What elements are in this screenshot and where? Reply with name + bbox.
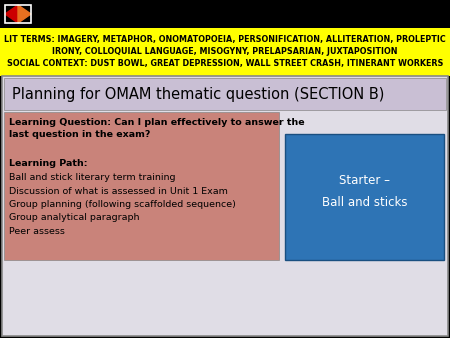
Text: Ball and sticks: Ball and sticks: [322, 195, 407, 209]
Text: Ball and stick literary term training: Ball and stick literary term training: [9, 173, 176, 182]
Text: Learning Question: Can I plan effectively to answer the: Learning Question: Can I plan effectivel…: [9, 118, 305, 127]
Text: Starter –: Starter –: [339, 174, 390, 188]
FancyBboxPatch shape: [285, 134, 444, 260]
Text: SOCIAL CONTEXT: DUST BOWL, GREAT DEPRESSION, WALL STREET CRASH, ITINERANT WORKER: SOCIAL CONTEXT: DUST BOWL, GREAT DEPRESS…: [7, 59, 443, 68]
Text: Planning for OMAM thematic question (SECTION B): Planning for OMAM thematic question (SEC…: [12, 87, 384, 101]
Text: Group analytical paragraph: Group analytical paragraph: [9, 214, 140, 222]
FancyBboxPatch shape: [2, 76, 448, 336]
FancyBboxPatch shape: [0, 28, 450, 76]
Text: IRONY, COLLOQUIAL LANGUAGE, MISOGYNY, PRELAPSARIAN, JUXTAPOSITION: IRONY, COLLOQUIAL LANGUAGE, MISOGYNY, PR…: [52, 47, 398, 56]
Polygon shape: [18, 5, 31, 23]
Text: Group planning (following scaffolded sequence): Group planning (following scaffolded seq…: [9, 200, 236, 209]
FancyBboxPatch shape: [0, 0, 450, 28]
Text: Peer assess: Peer assess: [9, 227, 65, 236]
Polygon shape: [5, 5, 18, 23]
Text: Learning Path:: Learning Path:: [9, 160, 87, 169]
Text: Discussion of what is assessed in Unit 1 Exam: Discussion of what is assessed in Unit 1…: [9, 187, 228, 195]
Text: LIT TERMS: IMAGERY, METAPHOR, ONOMATOPOEIA, PERSONIFICATION, ALLITERATION, PROLE: LIT TERMS: IMAGERY, METAPHOR, ONOMATOPOE…: [4, 35, 446, 44]
FancyBboxPatch shape: [4, 78, 446, 110]
FancyBboxPatch shape: [4, 112, 279, 260]
Text: last question in the exam?: last question in the exam?: [9, 130, 150, 139]
